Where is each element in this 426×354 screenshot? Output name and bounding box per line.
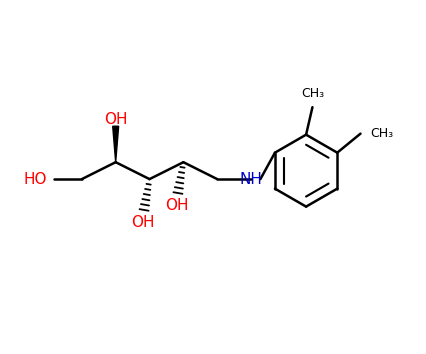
Text: HO: HO	[23, 172, 47, 187]
Text: OH: OH	[104, 112, 127, 127]
Text: NH: NH	[240, 172, 262, 187]
Text: CH₃: CH₃	[301, 87, 324, 99]
Text: CH₃: CH₃	[370, 127, 393, 140]
Text: OH: OH	[132, 215, 155, 230]
Text: OH: OH	[165, 198, 189, 213]
Polygon shape	[113, 126, 118, 162]
